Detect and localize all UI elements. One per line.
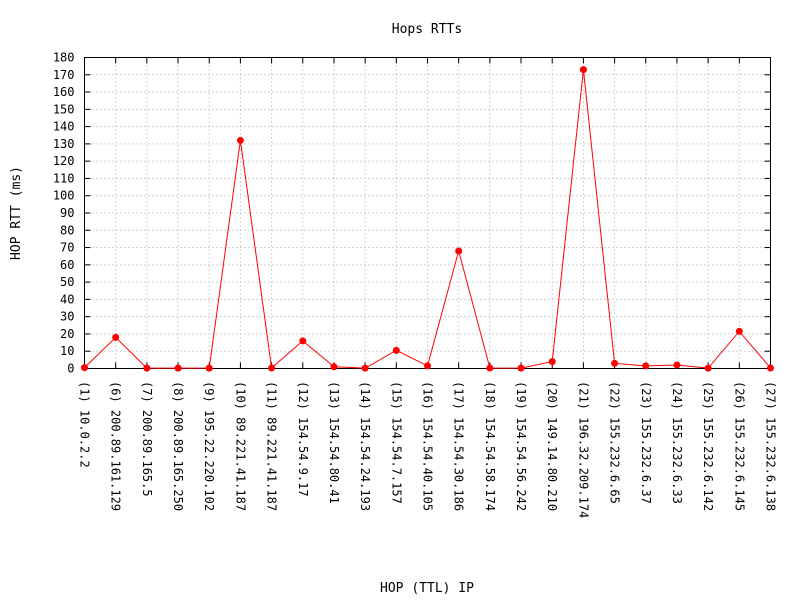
y-tick-label: 130	[53, 137, 75, 151]
x-axis-label: HOP (TTL) IP	[380, 581, 474, 596]
y-tick-label: 150	[53, 102, 75, 116]
y-tick-label: 160	[53, 85, 75, 99]
x-tick-label: (19) 154.54.56.242	[514, 381, 528, 511]
x-tick-label: (25) 155.232.6.142	[701, 381, 715, 511]
x-tick-label: (23) 155.232.6.37	[639, 381, 653, 504]
x-tick-label: (14) 154.54.24.193	[358, 381, 372, 511]
data-point	[704, 364, 712, 372]
data-point	[330, 363, 338, 371]
x-tick-label: (18) 154.54.58.174	[483, 381, 497, 511]
data-point	[392, 346, 400, 354]
y-ticks: 0 10 20 30 40 50 60 70 80 90 100 110 120 130 140 150 160…	[53, 51, 771, 376]
y-tick-label: 110	[53, 171, 75, 185]
data-point	[548, 358, 556, 366]
data-point	[268, 364, 276, 372]
y-tick-label: 70	[60, 241, 74, 255]
x-tick-label: (15) 154.54.7.157	[389, 381, 403, 504]
data-point	[455, 247, 463, 255]
data-point	[424, 362, 431, 370]
data-point	[579, 66, 587, 74]
x-tick-label: (1) 10.0.2.2	[78, 381, 92, 468]
data-point	[642, 362, 650, 370]
x-ticks: (1) 10.0.2.2 (6) 200.89.161.129 (7) 200.89…	[78, 57, 778, 518]
y-tick-label: 80	[60, 223, 74, 237]
y-tick-label: 100	[53, 189, 75, 203]
data-point	[767, 364, 774, 372]
x-tick-label: (24) 155.232.6.33	[670, 381, 684, 504]
y-tick-label: 170	[53, 68, 75, 82]
data-point	[611, 359, 619, 367]
data-point	[673, 361, 681, 369]
y-tick-label: 50	[60, 275, 74, 289]
y-tick-label: 60	[60, 258, 74, 272]
x-tick-label: (21) 196.32.209.174	[576, 381, 590, 518]
data-point	[143, 364, 151, 372]
data-point	[174, 364, 182, 372]
grid-lines	[84, 57, 771, 369]
x-tick-label: (27) 155.232.6.138	[764, 381, 778, 511]
x-tick-label: (16) 154.54.40.105	[421, 381, 435, 511]
data-point	[205, 364, 213, 372]
y-tick-label: 120	[53, 154, 75, 168]
data-point	[112, 333, 120, 341]
x-tick-label: (26) 155.232.6.145	[732, 381, 746, 511]
x-tick-label: (7) 200.89.165.5	[140, 381, 154, 497]
x-tick-label: (22) 155.232.6.65	[608, 381, 622, 504]
x-tick-label: (20) 149.14.80.210	[545, 381, 559, 511]
x-tick-label: (8) 200.89.165.250	[171, 381, 185, 511]
series-group	[81, 66, 774, 372]
data-point	[81, 364, 88, 372]
data-point	[517, 364, 525, 372]
x-tick-label: (12) 154.54.9.17	[296, 381, 310, 497]
y-axis-label: HOP RTT (ms)	[9, 166, 24, 260]
data-point	[735, 327, 743, 335]
y-tick-label: 0	[67, 362, 74, 376]
x-tick-label: (6) 200.89.161.129	[109, 381, 123, 511]
x-tick-label: (17) 154.54.30.186	[452, 381, 466, 511]
y-tick-label: 40	[60, 292, 74, 306]
y-tick-label: 30	[60, 310, 74, 324]
y-tick-label: 20	[60, 327, 74, 341]
y-tick-label: 140	[53, 120, 75, 134]
data-point	[361, 364, 369, 372]
data-point	[299, 337, 307, 345]
x-tick-label: (11) 89.221.41.187	[265, 381, 279, 511]
x-tick-label: (10) 89.221.41.187	[233, 381, 247, 511]
chart-title: Hops RTTs	[392, 22, 462, 37]
data-point	[486, 364, 494, 372]
x-tick-label: (9) 195.22.220.102	[202, 381, 216, 511]
data-point	[236, 136, 244, 144]
y-tick-label: 90	[60, 206, 74, 220]
x-tick-label: (13) 154.54.80.41	[327, 381, 341, 504]
y-tick-label: 180	[53, 51, 75, 65]
y-tick-label: 10	[60, 344, 74, 358]
